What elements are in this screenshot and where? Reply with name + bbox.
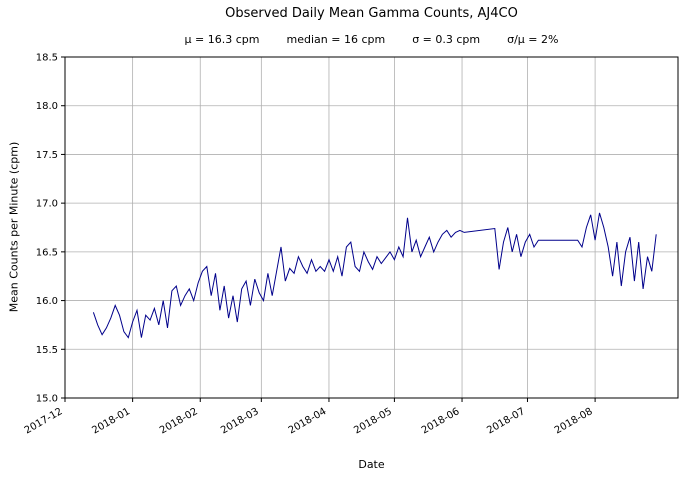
chart-title: Observed Daily Mean Gamma Counts, AJ4CO [225, 6, 518, 21]
x-tick-label: 2018-05 [352, 406, 394, 436]
y-tick-label: 18.5 [36, 53, 58, 64]
chart-subtitle: μ = 16.3 cpm median = 16 cpm σ = 0.3 cpm… [65, 33, 678, 46]
y-tick-label: 17.0 [36, 199, 58, 210]
x-tick-label: 2018-02 [158, 406, 200, 436]
x-tick-label: 2018-04 [287, 406, 329, 436]
plot-border [64, 56, 679, 399]
stat-mu: μ = 16.3 cpm [184, 33, 260, 46]
y-tick-label: 17.5 [36, 150, 58, 161]
y-tick-label: 18.0 [36, 101, 58, 112]
stat-median: median = 16 cpm [286, 33, 386, 46]
data-line [92, 212, 657, 339]
x-tick-label: 2018-03 [219, 406, 261, 436]
x-tick-label: 2018-06 [420, 406, 462, 436]
x-tick-label: 2018-07 [485, 406, 527, 436]
x-tick-label: 2018-08 [553, 406, 595, 436]
x-axis-label: Date [358, 458, 385, 471]
y-tick-label: 16.5 [36, 247, 58, 258]
stat-sigma: σ = 0.3 cpm [412, 33, 481, 46]
y-tick-label: 16.0 [36, 296, 58, 307]
stat-sigma-over-mu: σ/μ = 2% [507, 33, 559, 46]
x-tick-label: 2017-12 [23, 406, 65, 436]
x-tick-label: 2018-01 [90, 406, 132, 436]
y-tick-label: 15.5 [36, 345, 58, 356]
y-tick-label: 15.0 [36, 394, 58, 405]
